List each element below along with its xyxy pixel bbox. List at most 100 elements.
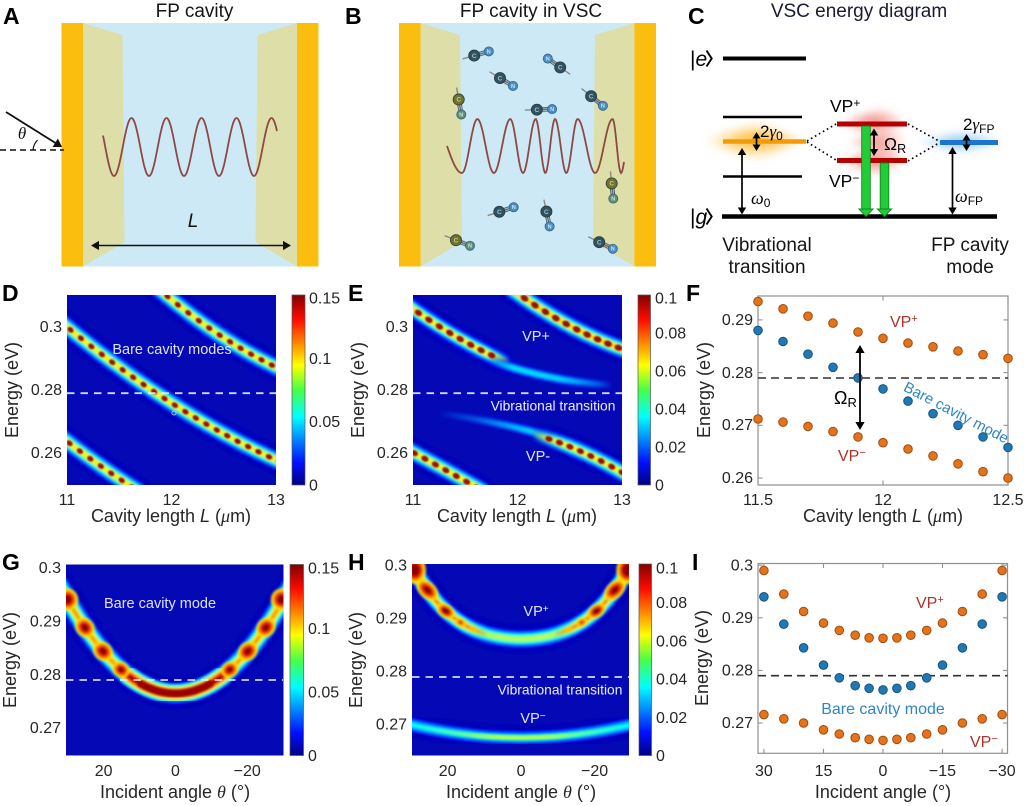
svg-text:0.1: 0.1 — [655, 291, 677, 308]
svg-text:0.3: 0.3 — [386, 319, 408, 336]
svg-text:VP−: VP− — [520, 711, 545, 727]
svg-text:2γFP: 2γFP — [963, 115, 995, 136]
svg-text:Cavity length L (μm): Cavity length L (μm) — [437, 506, 597, 526]
svg-text:VP−: VP− — [970, 733, 998, 751]
svg-text:VP+: VP+ — [890, 313, 918, 331]
svg-text:12: 12 — [163, 492, 181, 509]
svg-text:0.28: 0.28 — [722, 663, 753, 680]
svg-text:11.5: 11.5 — [743, 492, 773, 509]
svg-text:θ: θ — [18, 124, 26, 143]
svg-text:Energy (eV): Energy (eV) — [0, 612, 20, 708]
svg-text:2γ0: 2γ0 — [760, 122, 783, 143]
svg-text:Bare cavity mode: Bare cavity mode — [821, 701, 945, 718]
svg-text:0: 0 — [656, 748, 665, 765]
svg-text:0.3: 0.3 — [731, 558, 753, 575]
svg-text:Energy (eV): Energy (eV) — [2, 342, 22, 438]
svg-text:N: N — [601, 104, 605, 110]
svg-text:0.29: 0.29 — [30, 614, 61, 631]
svg-text:Bare cavity modes: Bare cavity modes — [112, 342, 231, 358]
svg-text:N: N — [611, 197, 615, 203]
svg-text:Energy (eV): Energy (eV) — [694, 342, 714, 438]
svg-text:H: H — [348, 549, 365, 575]
svg-text:0.29: 0.29 — [376, 611, 407, 628]
svg-text:11: 11 — [405, 492, 422, 509]
svg-text:0.04: 0.04 — [655, 402, 686, 419]
svg-text:0.15: 0.15 — [308, 561, 339, 578]
svg-text:transition: transition — [728, 257, 805, 278]
svg-text:VP+: VP+ — [523, 604, 548, 620]
svg-text:Bare cavity mode: Bare cavity mode — [104, 596, 216, 612]
svg-text:11: 11 — [59, 492, 76, 509]
svg-text:|e: |e — [690, 48, 707, 71]
svg-text:VP−: VP− — [829, 171, 859, 191]
svg-text:|g: |g — [690, 206, 707, 229]
svg-text:0.15: 0.15 — [309, 291, 340, 308]
svg-text:30: 30 — [755, 763, 773, 780]
svg-text:20: 20 — [439, 763, 457, 780]
svg-text:N: N — [511, 84, 515, 90]
svg-text:0.3: 0.3 — [39, 560, 61, 577]
svg-text:C: C — [597, 239, 602, 246]
svg-text:C: C — [535, 107, 540, 114]
svg-text:N: N — [611, 247, 615, 253]
svg-text:12.5: 12.5 — [992, 492, 1023, 509]
svg-text:VP+: VP+ — [522, 329, 550, 345]
svg-text:C: C — [544, 209, 549, 216]
svg-text:ωFP: ωFP — [955, 186, 983, 208]
svg-text:Energy (eV): Energy (eV) — [348, 342, 368, 438]
svg-text:0: 0 — [309, 478, 318, 495]
svg-text:−20: −20 — [234, 763, 261, 780]
svg-text:13: 13 — [613, 492, 631, 509]
svg-text:0.27: 0.27 — [722, 417, 753, 434]
svg-text:ω0: ω0 — [751, 188, 771, 210]
svg-text:FP cavity in VSC: FP cavity in VSC — [460, 1, 602, 22]
svg-text:N: N — [550, 107, 554, 113]
svg-text:Cavity length L (μm): Cavity length L (μm) — [803, 506, 963, 526]
svg-text:C: C — [472, 53, 477, 60]
svg-text:0.1: 0.1 — [309, 351, 331, 368]
svg-text:Vibrational transition: Vibrational transition — [491, 399, 616, 414]
svg-text:FP cavity: FP cavity — [156, 1, 234, 22]
svg-text:FP cavity: FP cavity — [931, 235, 1009, 256]
svg-text:0.1: 0.1 — [656, 561, 678, 578]
svg-text:VP−: VP− — [838, 447, 866, 465]
svg-text:C: C — [589, 93, 594, 100]
svg-text:0.08: 0.08 — [656, 595, 687, 612]
svg-text:Incident angle (°): Incident angle (°) — [815, 782, 951, 802]
svg-text:0.02: 0.02 — [655, 440, 686, 457]
svg-text:0.28: 0.28 — [376, 664, 407, 681]
svg-text:Vibrational: Vibrational — [722, 235, 811, 256]
svg-text:0.04: 0.04 — [656, 672, 687, 689]
svg-text:L: L — [188, 211, 199, 232]
svg-text:mode: mode — [946, 257, 994, 278]
svg-text:0: 0 — [308, 748, 317, 765]
svg-text:0.1: 0.1 — [308, 621, 330, 638]
svg-text:C: C — [498, 75, 503, 82]
svg-text:12: 12 — [509, 492, 527, 509]
svg-text:−20: −20 — [581, 763, 608, 780]
svg-text:N: N — [487, 49, 491, 55]
svg-text:Cavity length L (μm): Cavity length L (μm) — [91, 506, 251, 526]
svg-text:VP-: VP- — [526, 449, 550, 465]
svg-text:VSC energy diagram: VSC energy diagram — [771, 1, 947, 22]
svg-text:C: C — [454, 237, 459, 244]
svg-text:B: B — [345, 3, 362, 29]
svg-text:0: 0 — [655, 478, 664, 495]
svg-text:VP+: VP+ — [916, 594, 944, 612]
svg-text:N: N — [468, 244, 472, 250]
svg-text:C: C — [497, 209, 502, 216]
svg-text:C: C — [609, 181, 614, 188]
svg-text:0.06: 0.06 — [656, 633, 687, 650]
svg-text:−15: −15 — [929, 763, 956, 780]
svg-text:N: N — [548, 224, 552, 230]
svg-text:0.3: 0.3 — [40, 319, 62, 336]
svg-text:E: E — [348, 280, 363, 306]
svg-text:0.08: 0.08 — [655, 326, 686, 343]
svg-text:Energy (eV): Energy (eV) — [692, 610, 712, 706]
svg-text:0.06: 0.06 — [655, 364, 686, 381]
svg-text:G: G — [2, 549, 20, 575]
svg-text:Incident angle θ (°): Incident angle θ (°) — [446, 782, 596, 802]
svg-text:C: C — [688, 3, 705, 29]
svg-text:0: 0 — [171, 763, 180, 780]
svg-text:Vibrational transition: Vibrational transition — [498, 683, 623, 698]
